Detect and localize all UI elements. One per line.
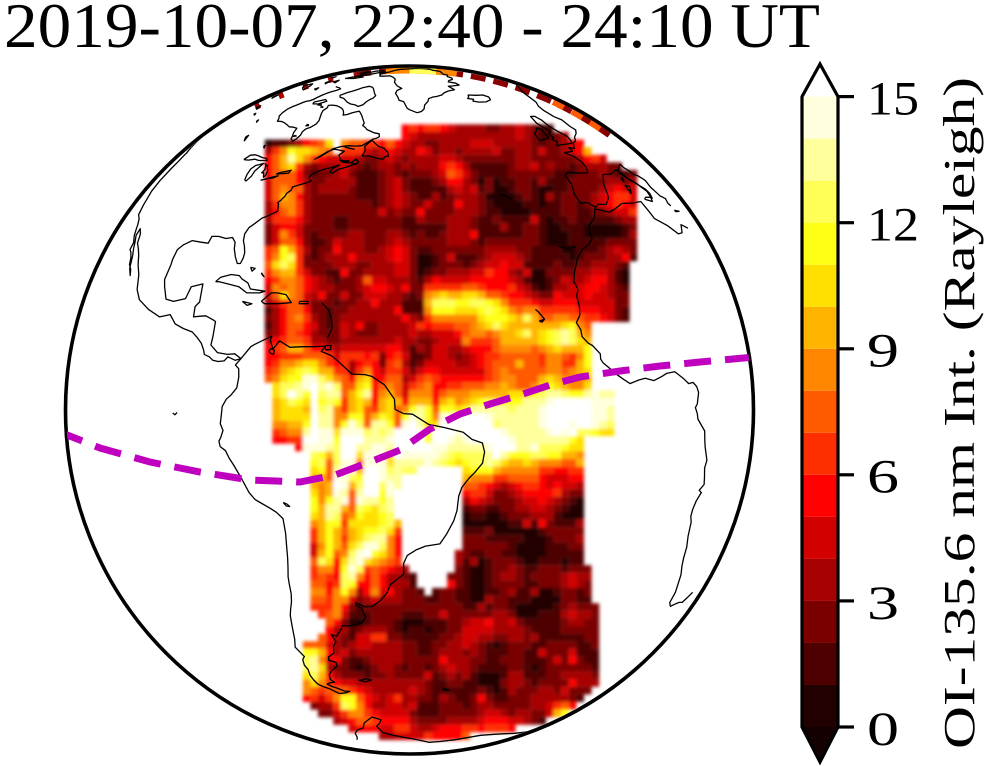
- svg-text:2019-10-07, 22:40 - 24:10 UT: 2019-10-07, 22:40 - 24:10 UT: [4, 0, 820, 61]
- svg-text:3: 3: [867, 577, 899, 630]
- svg-text:OI-135.6 nm Int. (Rayleigh): OI-135.6 nm Int. (Rayleigh): [935, 77, 984, 749]
- svg-text:12: 12: [867, 199, 919, 252]
- svg-text:15: 15: [867, 73, 919, 126]
- svg-text:9: 9: [867, 325, 899, 378]
- svg-text:6: 6: [867, 451, 899, 504]
- svg-text:0: 0: [867, 703, 899, 756]
